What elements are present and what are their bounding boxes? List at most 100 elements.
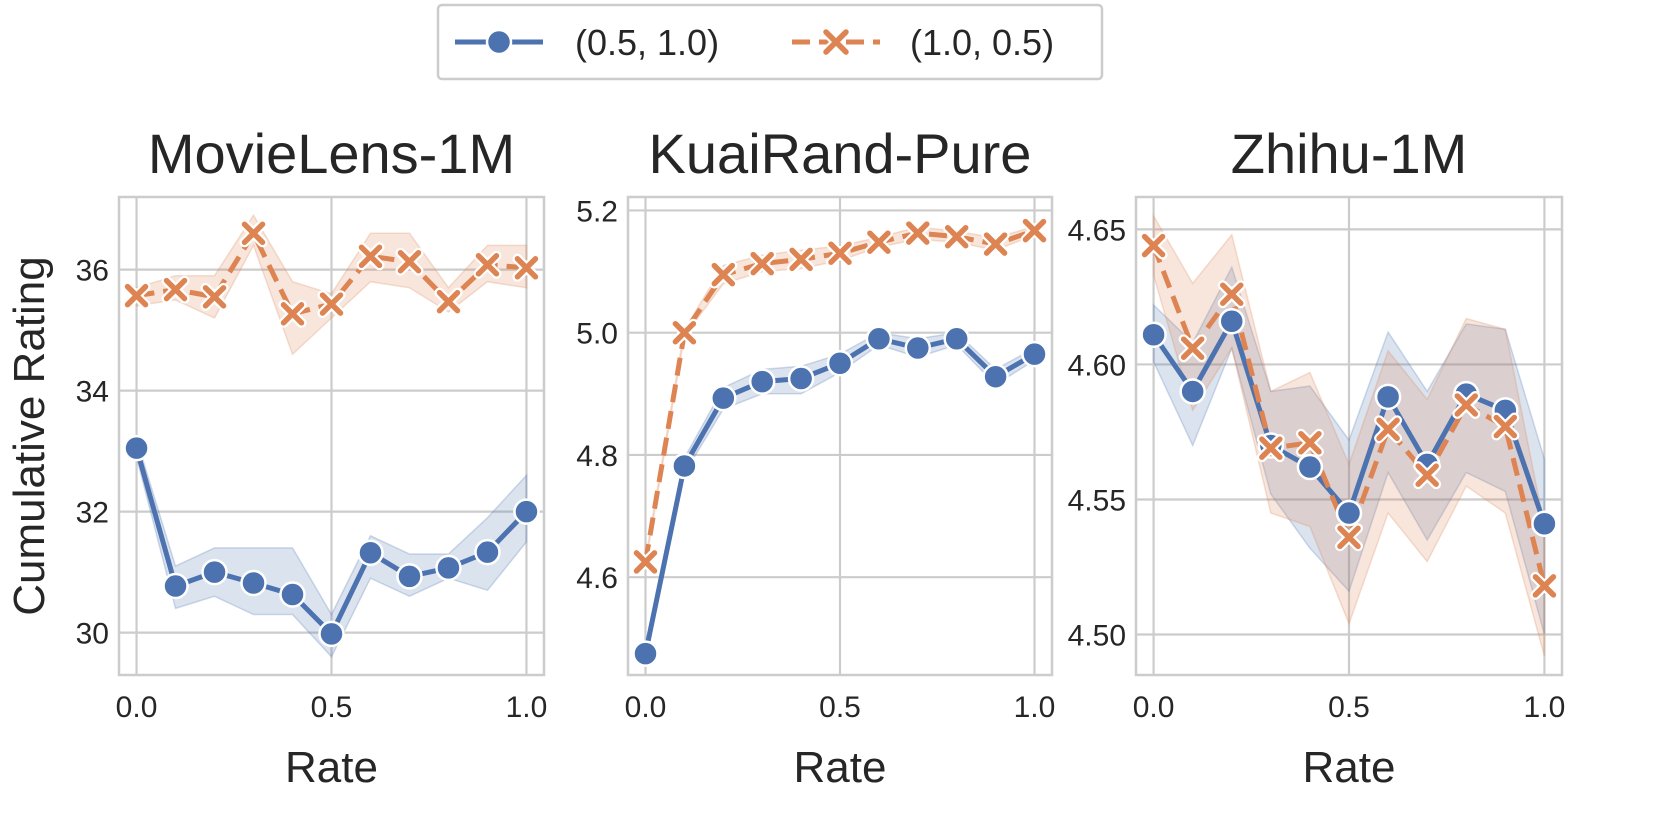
- data-point-x: [864, 228, 893, 257]
- data-point-x-stroke: [750, 251, 774, 276]
- data-point-x: [317, 290, 346, 319]
- x-axis-label: Rate: [794, 743, 887, 792]
- data-point-circle: [1140, 321, 1167, 348]
- y-tick-label: 4.60: [1068, 349, 1126, 382]
- y-axis-label: Cumulative Rating: [5, 256, 54, 616]
- data-point-x-stroke: [358, 244, 383, 269]
- data-point-x: [239, 219, 268, 248]
- data-point-x-stroke: [397, 249, 422, 274]
- data-point-x-stroke: [1454, 393, 1478, 417]
- data-point-x: [200, 282, 229, 311]
- data-point-x: [122, 281, 151, 310]
- x-tick-label: 0.5: [311, 691, 353, 724]
- legend-frame: [436, 3, 1104, 81]
- data-point-x: [161, 275, 190, 304]
- data-point-x-stroke: [1220, 282, 1244, 306]
- legend-item-series-1: (0.5, 1.0): [455, 22, 719, 63]
- data-point-x: [981, 230, 1010, 259]
- x-tick-label: 0.0: [625, 691, 667, 724]
- data-point-x-stroke: [983, 232, 1008, 256]
- data-point-x-stroke: [124, 283, 149, 308]
- data-point-x: [1020, 216, 1049, 245]
- data-point-circle: [513, 498, 540, 525]
- data-point-x-stroke: [789, 247, 813, 272]
- y-tick-label: 4.50: [1068, 619, 1126, 652]
- data-point-x: [709, 260, 738, 289]
- legend-marker-series-2-stroke: [823, 29, 849, 55]
- data-point-circle: [671, 452, 698, 480]
- y-tick-label: 32: [76, 497, 109, 530]
- y-tick-label: 5.0: [576, 318, 618, 351]
- panel-title: Zhihu-1M: [1231, 122, 1468, 185]
- data-point-x-stroke: [1180, 336, 1205, 360]
- x-tick-label: 1.0: [1014, 691, 1056, 724]
- data-point-x-stroke: [319, 292, 344, 316]
- data-point-x: [1530, 571, 1559, 600]
- data-point-x: [1491, 412, 1520, 441]
- legend-label-series-1: (0.5, 1.0): [575, 22, 719, 63]
- data-point-x-stroke: [633, 550, 658, 574]
- data-point-circle: [748, 368, 776, 395]
- data-point-x: [826, 239, 854, 268]
- data-point-x-stroke: [514, 256, 539, 280]
- data-point-x: [631, 547, 660, 576]
- data-point-x: [748, 249, 777, 278]
- confidence-band-series-2: [135, 213, 528, 356]
- data-point-x-stroke: [1532, 574, 1557, 598]
- data-point-circle: [1296, 453, 1324, 481]
- data-point-x-stroke: [828, 241, 852, 265]
- data-point-x: [1452, 390, 1481, 419]
- data-point-circle: [123, 434, 150, 462]
- data-point-circle: [943, 325, 970, 353]
- data-point-x-stroke: [944, 224, 969, 249]
- confidence-band-series-1: [135, 438, 528, 659]
- data-point-x: [1295, 428, 1324, 457]
- chart-panel-1: 0.0 0.5 1.0 30 32 34 36 MovieLens-1M Rate Cumulat…: [5, 122, 547, 792]
- data-point-circle: [240, 569, 267, 597]
- x-axis-label: Rate: [285, 743, 378, 792]
- chart-legend: (0.5, 1.0) (1.0, 0.5): [436, 3, 1104, 81]
- data-point-circle: [396, 563, 423, 590]
- y-tick-label: 36: [76, 255, 109, 288]
- data-point-circle: [1374, 383, 1402, 411]
- chart-panel-2: 0.0 0.5 1.0 4.6 4.8 5.0 5.2 KuaiRand-Pure Rate: [576, 122, 1055, 792]
- data-point-x: [434, 287, 463, 316]
- y-tick-label: 4.8: [576, 440, 618, 473]
- y-tick-label: 4.65: [1068, 214, 1126, 247]
- legend-marker-series-1: [485, 28, 513, 56]
- data-point-x: [1374, 415, 1403, 444]
- data-point-x-stroke: [1298, 431, 1322, 455]
- data-point-circle: [162, 572, 189, 600]
- x-tick-label: 1.0: [506, 691, 548, 724]
- data-point-circle: [1218, 307, 1246, 335]
- data-point-x: [1256, 434, 1285, 463]
- data-point-x: [278, 299, 307, 328]
- data-point-circle: [826, 350, 854, 377]
- data-point-circle: [279, 581, 306, 608]
- data-point-x: [512, 253, 541, 282]
- data-point-circle: [474, 538, 501, 566]
- data-point-x-stroke: [202, 285, 227, 309]
- data-point-circle: [632, 640, 659, 667]
- data-point-x: [1335, 523, 1363, 552]
- data-point-circle: [435, 554, 462, 582]
- data-point-circle: [1179, 378, 1206, 405]
- y-tick-label: 4.55: [1068, 484, 1126, 517]
- data-point-x-stroke: [475, 253, 500, 277]
- legend-item-series-2: (1.0, 0.5): [792, 22, 1054, 63]
- data-point-x-stroke: [672, 320, 697, 345]
- y-tick-label: 5.2: [576, 195, 618, 228]
- data-point-x-stroke: [1141, 233, 1166, 258]
- data-point-x-stroke: [867, 230, 891, 254]
- legend-label-series-2: (1.0, 0.5): [910, 22, 1054, 63]
- data-point-circle: [1531, 510, 1558, 538]
- chart-panel-3: 0.0 0.5 1.0 4.50 4.55 4.60 4.65 Zhihu-1M Rate: [1068, 122, 1566, 792]
- data-point-x-stroke: [436, 289, 461, 314]
- x-axis-label: Rate: [1303, 743, 1396, 792]
- data-point-circle: [1021, 340, 1048, 368]
- data-point-x: [1139, 231, 1168, 260]
- data-point-x-stroke: [1493, 414, 1518, 439]
- data-point-circle: [710, 384, 737, 412]
- data-point-circle: [865, 325, 893, 353]
- data-point-x: [1413, 461, 1442, 490]
